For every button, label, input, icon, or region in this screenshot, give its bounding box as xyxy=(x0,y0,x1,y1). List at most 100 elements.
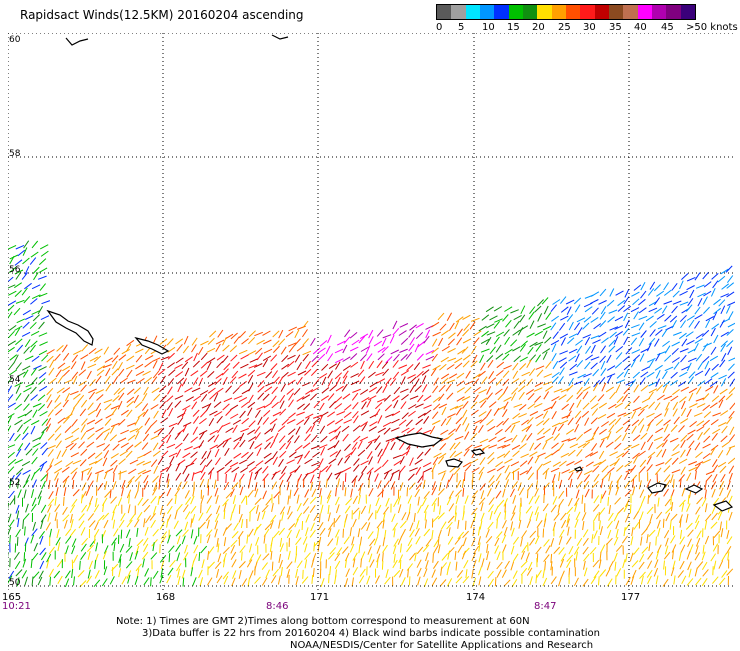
wind-map: 60 58 56 54 52 50 xyxy=(8,33,735,590)
wind-barb xyxy=(599,576,600,585)
wind-barb xyxy=(183,578,184,587)
wind-map-canvas: 60 58 56 54 52 50 xyxy=(8,33,735,590)
lat-label-58: 58 xyxy=(9,149,21,159)
wind-barb xyxy=(648,495,649,504)
lon-label-168: 168 xyxy=(156,592,175,603)
legend-swatch-16 xyxy=(666,5,680,19)
note-line-1: Note: 1) Times are GMT 2)Times along bot… xyxy=(116,616,530,627)
legend-swatch-7 xyxy=(537,5,551,19)
wind-barb xyxy=(409,576,410,585)
legend-label-7: 35 xyxy=(609,22,622,33)
wind-barb xyxy=(272,562,273,571)
wind-barb xyxy=(94,535,95,544)
wind-barb xyxy=(239,505,240,514)
wind-barb xyxy=(663,519,664,528)
legend-swatch-5 xyxy=(509,5,523,19)
wind-barb xyxy=(50,577,51,586)
legend-swatch-15 xyxy=(652,5,666,19)
legend-label-0: 0 xyxy=(436,22,442,33)
wind-barb xyxy=(226,474,227,483)
legend-label-9: 45 xyxy=(661,22,674,33)
wind-barb xyxy=(303,570,304,579)
wind-barb xyxy=(343,529,344,538)
legend-swatch-4 xyxy=(494,5,508,19)
wind-barb xyxy=(608,497,609,506)
note-line-3: NOAA/NESDIS/Center for Satellite Applica… xyxy=(290,640,593,651)
wind-barb xyxy=(527,489,528,498)
lat-label-50: 50 xyxy=(9,578,21,588)
time-label-end: 8:47 xyxy=(534,601,556,612)
time-label-start: 10:21 xyxy=(2,601,31,612)
wind-barb xyxy=(24,552,25,561)
legend-swatch-8 xyxy=(552,5,566,19)
legend-swatch-14 xyxy=(638,5,652,19)
wind-barb xyxy=(151,577,152,586)
legend-swatch-0 xyxy=(437,5,451,19)
lat-label-54: 54 xyxy=(9,375,21,385)
legend-swatch-9 xyxy=(566,5,580,19)
legend-swatch-10 xyxy=(580,5,594,19)
wind-barb xyxy=(80,561,81,570)
legend-swatch-13 xyxy=(623,5,637,19)
wind-barb xyxy=(345,473,346,482)
legend-color-bar xyxy=(436,4,696,20)
wind-barb xyxy=(329,574,330,583)
wind-barb xyxy=(497,520,498,529)
lat-label-60: 60 xyxy=(9,35,21,45)
legend-swatch-2 xyxy=(466,5,480,19)
legend-swatch-17 xyxy=(681,5,695,19)
wind-barb xyxy=(302,521,303,530)
wind-barb xyxy=(423,472,424,481)
legend-swatch-11 xyxy=(595,5,609,19)
wind-barb xyxy=(64,497,65,506)
wind-barb xyxy=(407,487,408,496)
wind-barb xyxy=(121,530,122,539)
wind-barb xyxy=(343,481,344,490)
wind-barb xyxy=(400,560,401,569)
wind-barb xyxy=(17,537,18,546)
legend-label-3: 15 xyxy=(507,22,520,33)
wind-barb xyxy=(673,479,674,488)
time-label-mid: 8:46 xyxy=(266,601,288,612)
legend-swatch-3 xyxy=(480,5,494,19)
lon-label-177: 177 xyxy=(621,592,640,603)
legend-label-1: 5 xyxy=(458,22,464,33)
wind-barb xyxy=(303,479,304,488)
legend-label-10: >50 knots xyxy=(686,22,738,33)
legend-swatch-12 xyxy=(609,5,623,19)
wind-barb xyxy=(199,552,200,561)
wind-barb xyxy=(224,510,225,519)
wind-barb xyxy=(466,521,467,530)
wind-barb xyxy=(201,504,202,513)
legend-label-8: 40 xyxy=(634,22,647,33)
wind-barb xyxy=(120,471,121,480)
wind-barb xyxy=(382,488,383,497)
legend-label-5: 25 xyxy=(558,22,571,33)
legend-label-2: 10 xyxy=(482,22,495,33)
lat-label-56: 56 xyxy=(9,265,21,275)
wind-barb xyxy=(464,472,465,481)
wind-barb xyxy=(433,554,434,563)
note-line-2: 3)Data buffer is 22 hrs from 20160204 4)… xyxy=(142,628,600,639)
legend-swatch-1 xyxy=(451,5,465,19)
wind-barb xyxy=(520,503,521,512)
lon-label-174: 174 xyxy=(466,592,485,603)
legend-label-4: 20 xyxy=(532,22,545,33)
wind-barb xyxy=(495,577,496,586)
wind-barb xyxy=(630,504,631,513)
wind-barb xyxy=(296,546,297,555)
legend-swatch-6 xyxy=(523,5,537,19)
lat-label-52: 52 xyxy=(9,478,20,488)
wind-barb xyxy=(10,535,11,544)
wind-barb xyxy=(169,553,170,562)
wind-barb xyxy=(15,544,16,553)
legend-label-6: 30 xyxy=(583,22,596,33)
wind-barb xyxy=(255,566,256,575)
wind-barb xyxy=(382,561,383,570)
wind-barb xyxy=(208,487,209,496)
wind-barb xyxy=(656,537,657,546)
wind-barb xyxy=(671,496,672,505)
wind-barb xyxy=(369,479,370,488)
